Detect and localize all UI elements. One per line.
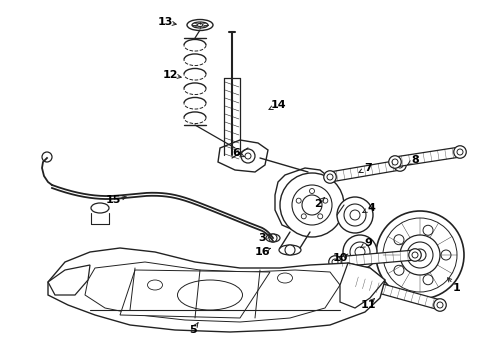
- Text: 2: 2: [314, 199, 322, 209]
- Text: 16: 16: [254, 247, 270, 257]
- Circle shape: [302, 195, 322, 215]
- Circle shape: [355, 247, 365, 257]
- Polygon shape: [85, 262, 340, 322]
- Ellipse shape: [91, 203, 109, 213]
- Text: 5: 5: [189, 325, 197, 335]
- Text: 11: 11: [360, 300, 376, 310]
- Ellipse shape: [324, 171, 336, 183]
- Circle shape: [318, 214, 323, 219]
- Text: 15: 15: [105, 195, 121, 205]
- Ellipse shape: [177, 280, 243, 310]
- Circle shape: [350, 210, 360, 220]
- Circle shape: [296, 198, 301, 203]
- Ellipse shape: [329, 256, 341, 268]
- Ellipse shape: [224, 152, 240, 158]
- Circle shape: [332, 259, 338, 265]
- Circle shape: [441, 250, 451, 260]
- Text: 3: 3: [258, 233, 266, 243]
- Polygon shape: [48, 248, 385, 332]
- Circle shape: [423, 225, 433, 235]
- Ellipse shape: [187, 19, 213, 31]
- Ellipse shape: [454, 146, 466, 158]
- Circle shape: [344, 204, 366, 226]
- Circle shape: [343, 235, 377, 269]
- Circle shape: [269, 234, 277, 242]
- Ellipse shape: [147, 280, 163, 290]
- Circle shape: [42, 152, 52, 162]
- Circle shape: [245, 153, 251, 159]
- Circle shape: [423, 275, 433, 285]
- Circle shape: [412, 252, 418, 258]
- Ellipse shape: [277, 273, 293, 283]
- Text: 1: 1: [453, 283, 461, 293]
- Ellipse shape: [197, 23, 203, 27]
- Polygon shape: [120, 270, 270, 318]
- Polygon shape: [340, 263, 385, 308]
- Circle shape: [323, 198, 328, 203]
- Circle shape: [383, 218, 457, 292]
- Polygon shape: [394, 147, 461, 167]
- Circle shape: [241, 149, 255, 163]
- Polygon shape: [48, 265, 90, 295]
- Text: 14: 14: [270, 100, 286, 110]
- Polygon shape: [218, 140, 268, 172]
- Circle shape: [347, 277, 353, 283]
- Circle shape: [392, 159, 398, 165]
- Ellipse shape: [409, 249, 421, 261]
- Circle shape: [310, 189, 315, 194]
- Ellipse shape: [266, 234, 280, 242]
- Circle shape: [350, 242, 370, 262]
- Circle shape: [292, 185, 332, 225]
- Circle shape: [457, 149, 463, 155]
- Text: 10: 10: [332, 253, 348, 263]
- Text: 13: 13: [157, 17, 172, 27]
- Circle shape: [327, 174, 333, 180]
- Circle shape: [301, 214, 306, 219]
- Polygon shape: [335, 250, 416, 267]
- Text: 7: 7: [364, 163, 372, 173]
- Ellipse shape: [434, 299, 446, 311]
- Circle shape: [407, 242, 433, 268]
- Circle shape: [285, 245, 295, 255]
- Polygon shape: [275, 168, 335, 232]
- Circle shape: [437, 302, 443, 308]
- Text: 6: 6: [232, 148, 240, 158]
- Ellipse shape: [192, 22, 208, 28]
- Ellipse shape: [394, 159, 406, 171]
- Circle shape: [280, 173, 344, 237]
- Circle shape: [397, 162, 403, 168]
- Circle shape: [400, 235, 440, 275]
- Text: 12: 12: [162, 70, 178, 80]
- Polygon shape: [349, 275, 441, 310]
- Ellipse shape: [279, 245, 301, 255]
- Text: 9: 9: [364, 238, 372, 248]
- Circle shape: [414, 249, 426, 261]
- Circle shape: [376, 211, 464, 299]
- Ellipse shape: [344, 274, 356, 286]
- Ellipse shape: [389, 156, 401, 168]
- Circle shape: [394, 265, 404, 275]
- Circle shape: [394, 235, 404, 245]
- Polygon shape: [329, 160, 401, 182]
- Text: 4: 4: [367, 203, 375, 213]
- Circle shape: [337, 197, 373, 233]
- Text: 8: 8: [411, 155, 419, 165]
